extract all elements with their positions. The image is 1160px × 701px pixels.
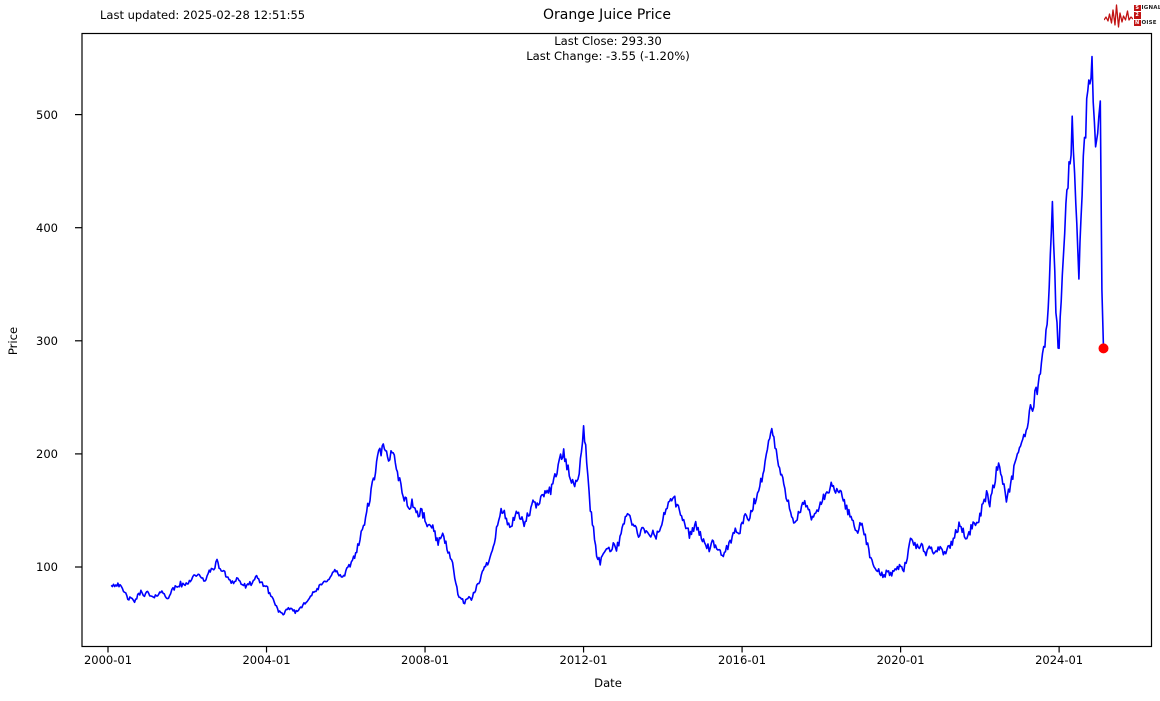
x-tick-label-2020-01: 2020-01 [876, 653, 925, 667]
last-close-subtitle: Last Close: 293.30 [554, 34, 662, 48]
x-tick-label-2016-01: 2016-01 [718, 653, 767, 667]
logo-word-noise: N OISE [1134, 19, 1160, 27]
logo-letter-square: S [1134, 4, 1141, 12]
y-tick-label-400: 400 [36, 220, 58, 235]
logo-letter-square: N [1134, 19, 1141, 27]
logo-word-2: 2 [1134, 12, 1160, 19]
y-tick-label-100: 100 [36, 560, 58, 574]
logo-word-signal: S IGNAL [1134, 4, 1160, 12]
logo-text: S IGNAL 2 N OISE [1134, 4, 1160, 27]
y-tick-label-300: 300 [36, 333, 58, 348]
plot-border [81, 32, 1153, 648]
x-tick-label-2000-01: 2000-01 [83, 653, 133, 667]
last-price-marker [1098, 343, 1109, 354]
last-change-subtitle: Last Change: -3.55 (-1.20%) [526, 49, 690, 63]
x-tick-label-2024-01: 2024-01 [1035, 653, 1084, 667]
logo-letter-square: 2 [1134, 12, 1141, 19]
y-tick-label-500: 500 [36, 107, 58, 122]
x-tick-label-2004-01: 2004-01 [242, 653, 291, 667]
logo-word-noise-rest: OISE [1141, 19, 1157, 26]
x-axis-label: Date [594, 676, 622, 690]
chart-title: Orange Juice Price [543, 7, 671, 23]
y-axis-label: Price [6, 326, 20, 356]
x-tick-label-2012-01: 2012-01 [559, 653, 608, 667]
y-tick-label-200: 200 [36, 446, 58, 461]
heartbeat-icon [1104, 4, 1133, 28]
x-tick-label-2008-01: 2008-01 [401, 653, 450, 667]
axis-ticks [75, 113, 1060, 653]
price-line-series [110, 55, 1105, 616]
last-updated-label: Last updated: 2025-02-28 12:51:55 [100, 8, 306, 22]
signal2noise-logo: S IGNAL 2 N OISE [1104, 2, 1160, 29]
logo-word-signal-rest: IGNAL [1141, 4, 1160, 11]
